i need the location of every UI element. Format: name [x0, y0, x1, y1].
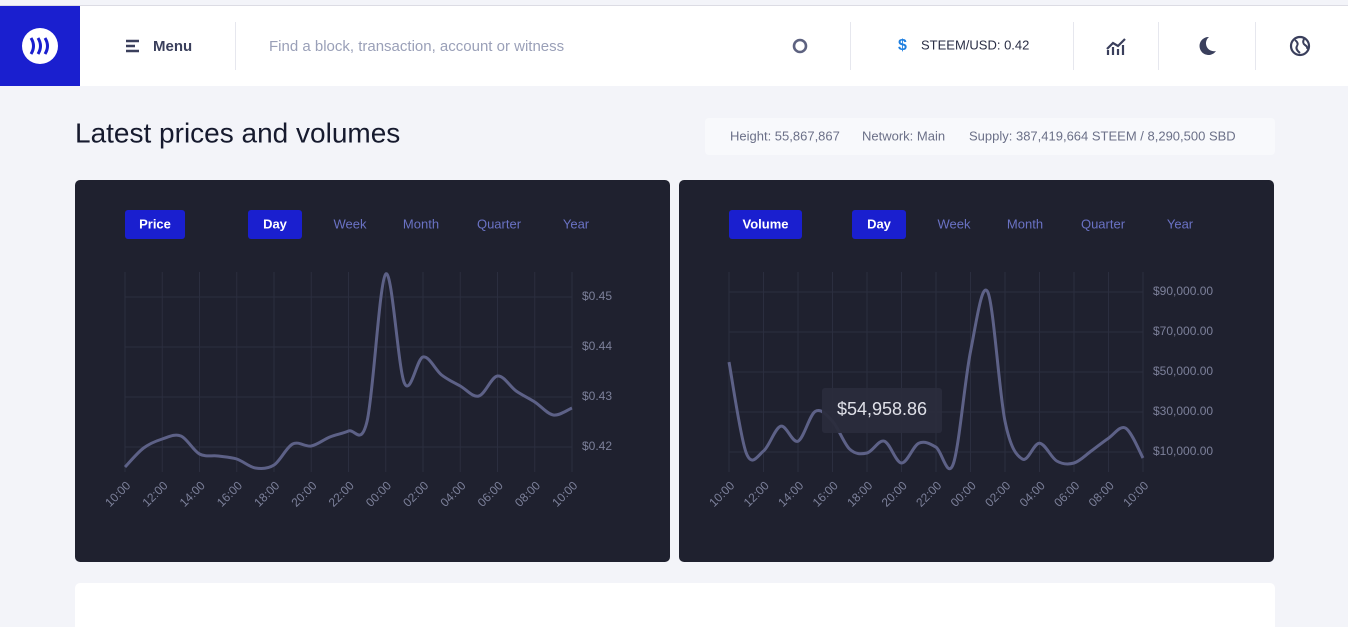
chart-icon[interactable]: [1106, 38, 1126, 55]
globe: [1289, 35, 1311, 57]
y-tick-label: $30,000.00: [1153, 404, 1213, 418]
range-button[interactable]: Month: [403, 216, 439, 231]
logo-mark: [29, 37, 49, 55]
search-button[interactable]: [792, 38, 808, 54]
range-button[interactable]: Week: [334, 216, 367, 231]
tooltip: [822, 388, 942, 433]
price-line: [727, 288, 1145, 471]
metric-label: Volume: [743, 216, 789, 231]
language-icon[interactable]: [1289, 35, 1311, 57]
range-button[interactable]: Day: [867, 216, 892, 231]
y-tick-label: $0.45: [582, 289, 612, 303]
range-active[interactable]: [248, 210, 302, 239]
search-icon: [792, 38, 808, 54]
range-button[interactable]: Quarter: [477, 216, 522, 231]
price-line: [123, 272, 573, 471]
stats-box: [705, 118, 1275, 155]
stat: Network: Main: [862, 128, 945, 143]
stat: Supply: 387,419,664 STEEM / 8,290,500 SB…: [969, 128, 1236, 143]
y-tick-label: $0.43: [582, 389, 612, 403]
page-title: Latest prices and volumes: [75, 117, 400, 148]
range-button[interactable]: Year: [563, 216, 590, 231]
menu-label: Menu: [153, 38, 192, 55]
y-tick-label: $90,000.00: [1153, 284, 1213, 298]
metric-label: Price: [139, 216, 171, 231]
content-card: [75, 583, 1275, 627]
range-button[interactable]: Month: [1007, 216, 1043, 231]
menu-icon: [126, 39, 139, 53]
y-tick-label: $70,000.00: [1153, 324, 1213, 338]
range-button[interactable]: Quarter: [1081, 216, 1126, 231]
range-button[interactable]: Day: [263, 216, 288, 231]
range-active[interactable]: [852, 210, 906, 239]
y-tick-label: $0.42: [582, 439, 612, 453]
globe-lines: [1294, 38, 1309, 54]
chart-card: [679, 180, 1274, 562]
search-input[interactable]: Find a block, transaction, account or wi…: [269, 38, 564, 55]
y-tick-label: $50,000.00: [1153, 364, 1213, 378]
menu-button[interactable]: Menu: [126, 38, 192, 55]
metric-badge: [125, 210, 185, 239]
stat: Height: 55,867,867: [730, 128, 840, 143]
price-symbol: $: [898, 37, 907, 54]
top-bar: [0, 5, 1348, 86]
metric-badge: [729, 210, 802, 239]
y-tick-label: $0.44: [582, 339, 612, 353]
range-button[interactable]: Year: [1167, 216, 1194, 231]
range-button[interactable]: Week: [938, 216, 971, 231]
tooltip-value: $54,958.86: [837, 399, 927, 419]
price-ticker: STEEM/USD: 0.42: [921, 37, 1029, 52]
y-tick-label: $10,000.00: [1153, 444, 1213, 458]
theme-icon[interactable]: [1199, 36, 1216, 55]
